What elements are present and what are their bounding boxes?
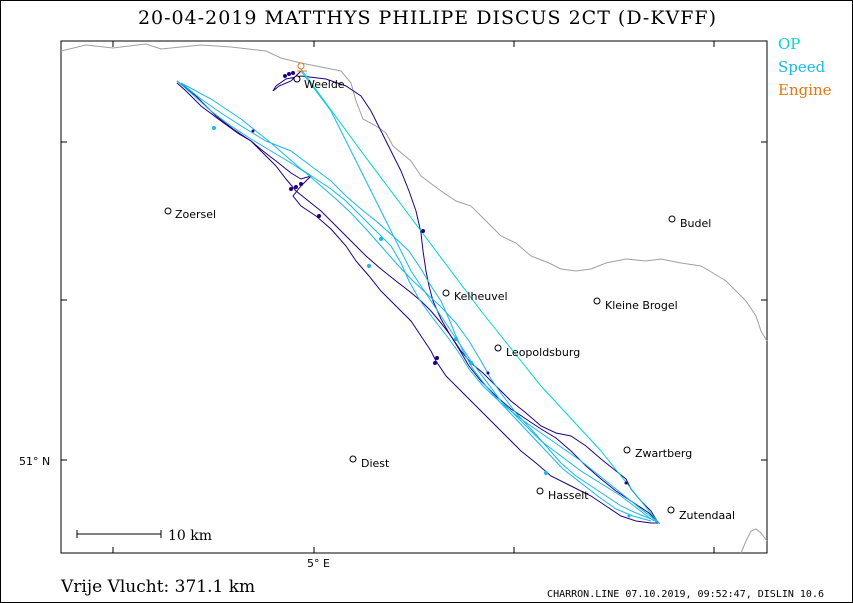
track-speed — [176, 80, 660, 524]
footer-info: CHARRON.LINE 07.10.2019, 09:52:47, DISLI… — [547, 589, 824, 600]
axis-ticks — [61, 41, 767, 553]
place-label: Zutendaal — [679, 509, 735, 522]
place-labels: Weelde Zoersel Budel Kelheuvel Kleine Br… — [175, 78, 735, 522]
page-title: 20-04-2019 MATTHYS PHILIPE DISCUS 2CT (D… — [137, 7, 718, 29]
lat-label: 51° N — [19, 455, 50, 468]
border-line-bottom — [740, 528, 768, 554]
place-label: Diest — [361, 457, 390, 470]
legend-speed: Speed — [778, 58, 826, 76]
place-label: Hasselt — [548, 489, 589, 502]
thermal-marks-cyan — [212, 126, 631, 518]
lon-label: 5° E — [307, 557, 330, 570]
thermal-marks — [251, 71, 628, 485]
engine-marks — [297, 62, 307, 72]
border-line — [60, 43, 768, 342]
plot-frame — [60, 40, 768, 554]
place-markers — [164, 75, 676, 514]
place-label: Weelde — [304, 78, 345, 91]
legend-op: OP — [778, 35, 801, 53]
track-main — [176, 70, 661, 524]
legend-engine: Engine — [778, 81, 832, 99]
scale-bar-label: 10 km — [168, 528, 212, 544]
place-label: Zoersel — [175, 208, 216, 221]
track-op — [300, 68, 658, 522]
place-label: Leopoldsburg — [506, 346, 580, 359]
place-label: Kelheuvel — [454, 290, 508, 303]
place-label: Budel — [680, 217, 711, 230]
track-secondary — [176, 80, 658, 522]
place-label: Zwartberg — [635, 447, 692, 460]
distance-label: Vrije Vlucht: 371.1 km — [61, 577, 256, 597]
track-speed-return — [300, 70, 652, 520]
place-label: Kleine Brogel — [605, 299, 678, 312]
scale-bar — [76, 530, 162, 538]
